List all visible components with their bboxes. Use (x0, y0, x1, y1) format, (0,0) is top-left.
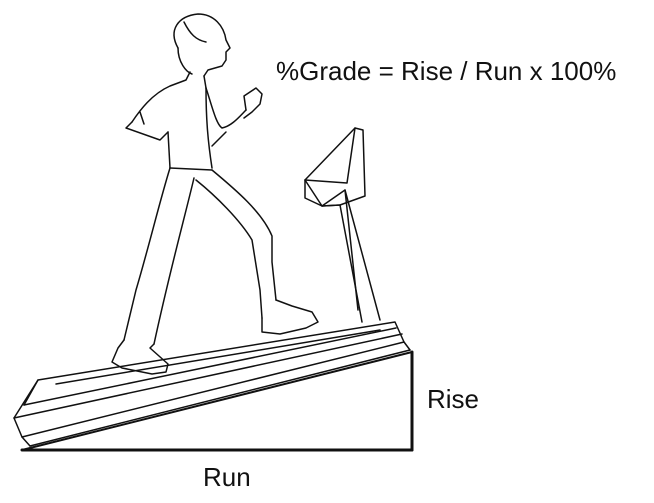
grade-formula: %Grade = Rise / Run x 100% (276, 56, 617, 86)
incline-wedge (20, 350, 414, 452)
rise-label: Rise (427, 384, 480, 414)
treadmill-upright (304, 127, 381, 323)
hypotenuse-line (21, 351, 413, 451)
run-label: Run (203, 462, 251, 492)
treadmill-deck (13, 321, 411, 447)
runner-figure (111, 13, 319, 375)
